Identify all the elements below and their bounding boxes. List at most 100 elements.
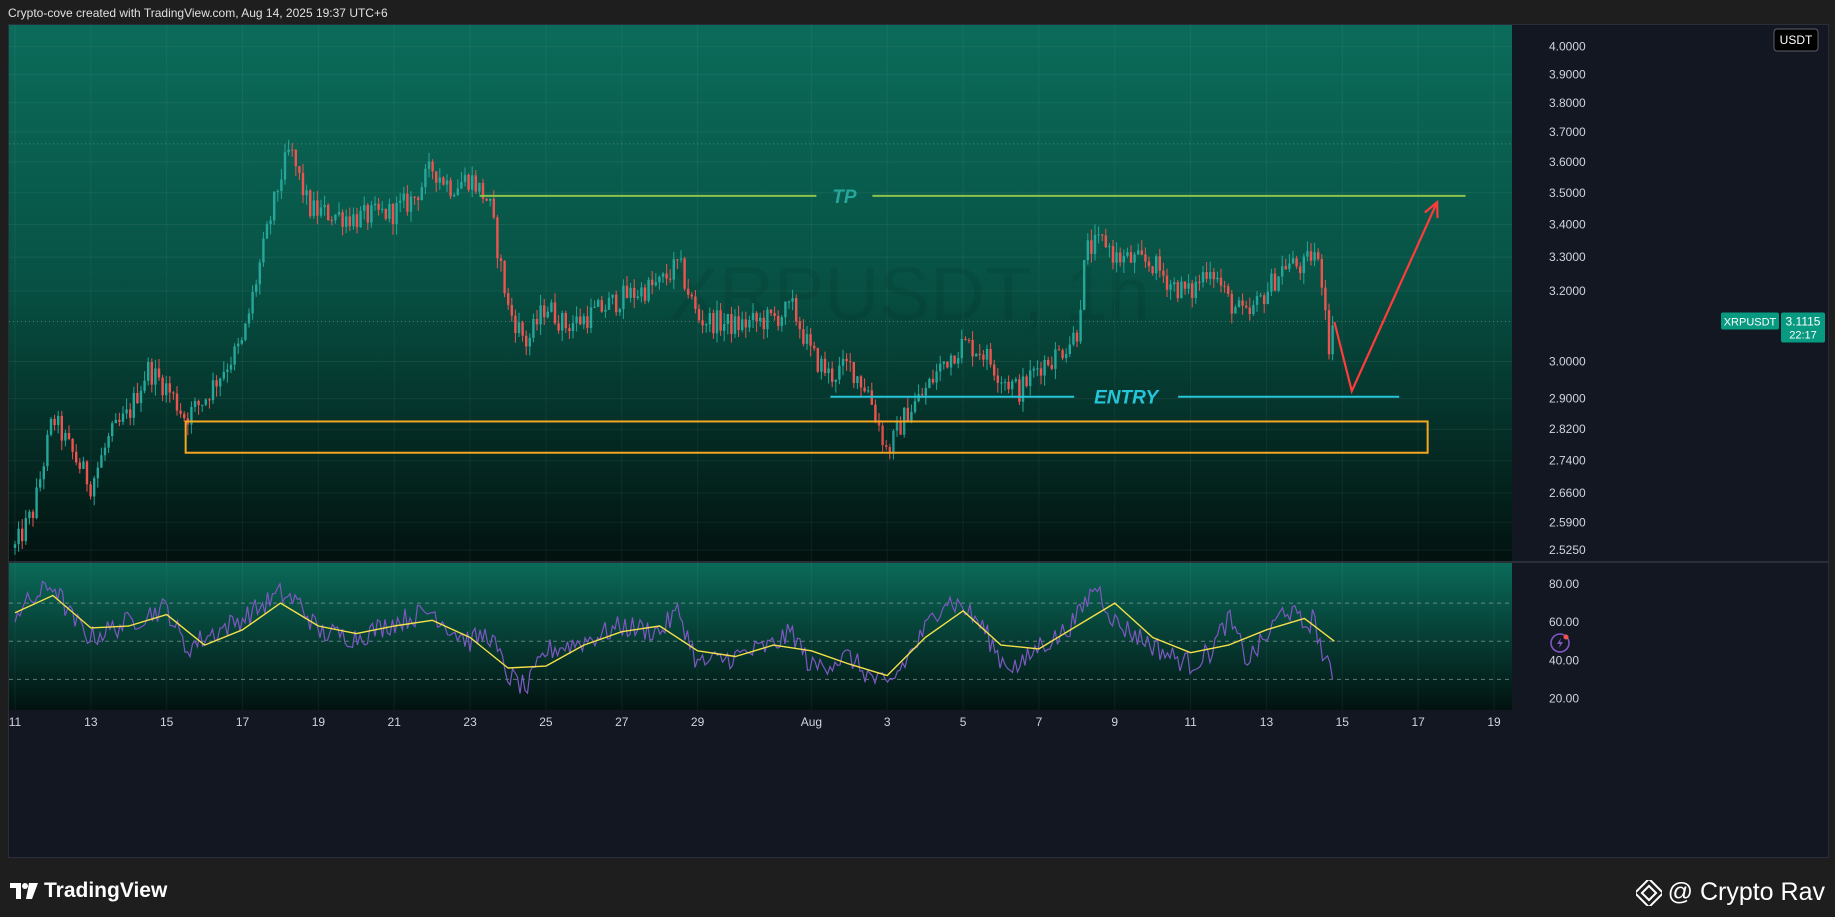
candle-body [690, 294, 693, 297]
candle-body [1176, 282, 1179, 299]
candle-body [384, 208, 387, 219]
candle-body [1151, 266, 1154, 274]
candle-body [913, 401, 917, 412]
candle-body [1241, 300, 1244, 306]
tp-label: TP [832, 187, 857, 208]
candle-body [564, 313, 567, 329]
candle-body [615, 294, 618, 313]
candle-body [417, 197, 420, 200]
candle-body [600, 300, 603, 312]
candle-body [31, 511, 35, 519]
candle-body [543, 305, 546, 318]
entry-label: ENTRY [1094, 388, 1160, 409]
candle-body [766, 309, 769, 330]
candle-body [179, 410, 182, 414]
candle-body [1252, 304, 1255, 315]
candle-body [71, 439, 74, 452]
candle-body [694, 296, 697, 309]
chart-frame[interactable]: XRPUSDT, 1h TP ENTRY 4.0000 3.9000 3.8000 3.… [8, 24, 1829, 858]
candle-body [672, 259, 675, 280]
candle-body [816, 348, 819, 372]
candle-body [607, 297, 611, 310]
candle-body [838, 365, 841, 380]
candle-body [1126, 252, 1129, 256]
candle-body [834, 379, 837, 382]
candle-body [701, 320, 704, 326]
candle-body [427, 161, 431, 169]
candle-body [852, 361, 855, 384]
candle-body [888, 446, 891, 453]
candle-body [946, 361, 949, 368]
candle-body [773, 313, 776, 316]
candle-body [1137, 250, 1140, 255]
candle-body [643, 287, 647, 301]
candle-body [24, 518, 27, 542]
candle-body [737, 316, 740, 331]
candle-body [1209, 272, 1212, 279]
price-axis-background[interactable] [1512, 25, 1828, 857]
candle-body [359, 210, 362, 228]
chart-canvas[interactable]: XRPUSDT, 1h TP ENTRY 4.0000 3.9000 3.8000 3.… [9, 25, 1828, 857]
candle-body [730, 313, 733, 334]
candle-body [517, 322, 521, 334]
candle-body [899, 422, 902, 435]
candle-body [1147, 261, 1151, 267]
candle-body [561, 313, 564, 331]
candle-body [1309, 251, 1313, 261]
candle-body [1205, 272, 1208, 279]
candle-body [255, 284, 258, 293]
candle-body [661, 273, 665, 277]
candle-body [136, 392, 139, 404]
candle-body [1021, 376, 1025, 402]
time-tick-label: 29 [691, 715, 705, 729]
price-tick-label: 3.0000 [1549, 354, 1586, 368]
candle-body [67, 432, 71, 440]
candle-body [849, 361, 852, 363]
candle-body [247, 313, 251, 324]
candle-body [820, 358, 823, 372]
candle-body [175, 393, 179, 411]
candle-body [611, 294, 614, 298]
candle-body [57, 415, 60, 426]
candle-body [1079, 309, 1082, 342]
candle-body [719, 310, 722, 331]
lightning-alert-icon[interactable] [1550, 633, 1570, 653]
candle-body [1248, 307, 1251, 315]
candle-body [1331, 325, 1334, 355]
candle-body [319, 207, 323, 216]
candle-body [521, 322, 524, 336]
candle-body [46, 434, 49, 467]
projection-arrow[interactable] [1333, 201, 1439, 395]
tradingview-brand[interactable]: TradingView [10, 879, 167, 903]
candle-body [510, 304, 513, 316]
candle-body [953, 355, 956, 364]
candle-body [406, 193, 409, 212]
candle-body [1324, 287, 1327, 311]
time-tick-label: 3 [884, 715, 891, 729]
candle-body [294, 149, 297, 167]
candle-body [1043, 359, 1046, 376]
currency-badge[interactable]: USDT [1773, 28, 1819, 52]
candle-body [172, 392, 175, 394]
candle-body [1198, 281, 1201, 283]
candle-body [906, 407, 909, 423]
time-tick-label: 17 [1411, 715, 1425, 729]
candle-body [528, 337, 531, 347]
time-tick-label: 23 [463, 715, 477, 729]
time-axis-background[interactable] [9, 710, 1512, 857]
candle-body [1158, 256, 1161, 271]
candle-body [1007, 381, 1010, 390]
candle-body [726, 313, 729, 324]
candle-body [453, 194, 456, 197]
brand-label: TradingView [44, 879, 168, 902]
candle-body [305, 190, 308, 196]
candle-body [1191, 283, 1194, 298]
price-tick-label: 2.5900 [1549, 515, 1586, 529]
candle-body [1014, 379, 1017, 382]
candle-body [827, 368, 830, 374]
demand-zone-box[interactable] [184, 420, 1429, 454]
candle-body [550, 302, 553, 312]
candle-body [222, 371, 225, 379]
candle-body [557, 323, 560, 331]
candle-body [1032, 368, 1035, 371]
